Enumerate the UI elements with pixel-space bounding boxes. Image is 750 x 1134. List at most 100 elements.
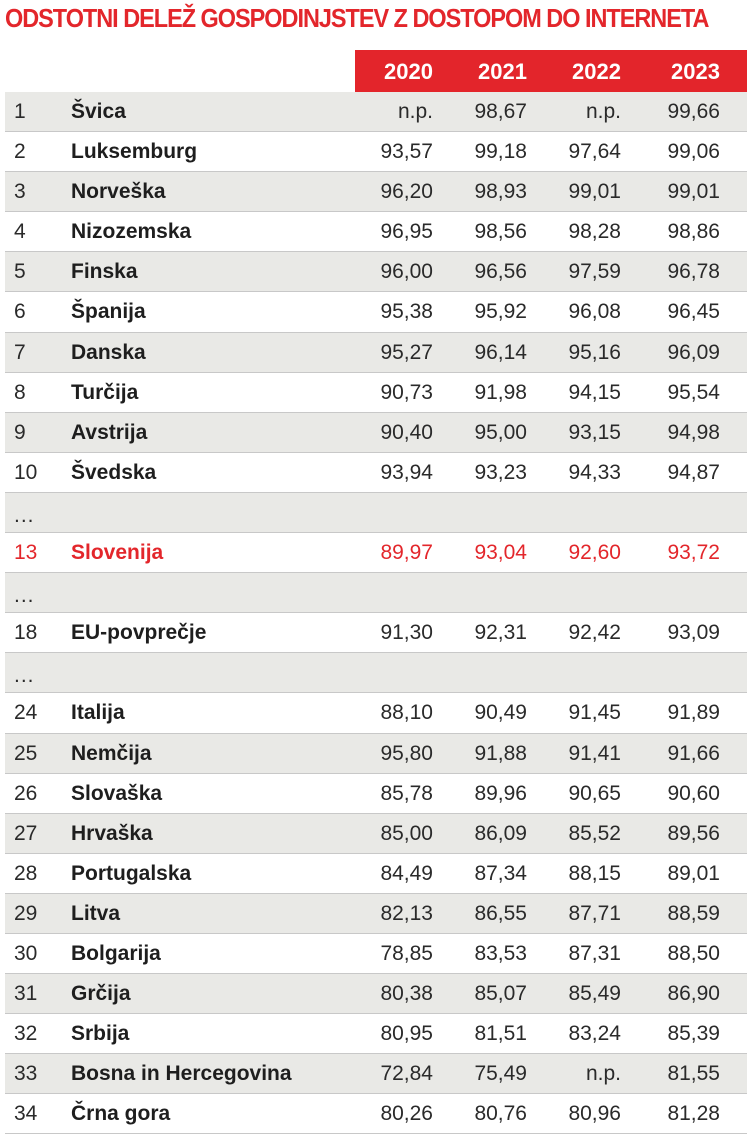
value-cell-2021: 92,31: [474, 621, 527, 645]
value-cell-2021: 83,53: [474, 941, 527, 965]
value-cell-2022: 98,28: [568, 220, 621, 244]
value-cell-2021: 89,96: [474, 781, 527, 805]
value-cell-2022: 83,24: [568, 1022, 621, 1046]
value-cell-2023: 99,66: [667, 100, 720, 123]
value-cell-2020: 84,49: [380, 861, 433, 885]
rank-cell: 24: [14, 701, 38, 725]
country-cell: Srbija: [71, 1022, 130, 1046]
value-cell-2021: 95,00: [474, 420, 527, 444]
value-cell-2021: 93,04: [474, 541, 527, 565]
value-cell-2023: 86,90: [667, 982, 720, 1006]
value-cell-2023: 89,01: [667, 861, 720, 885]
value-cell-2023: 88,50: [667, 941, 720, 965]
country-cell: Portugalska: [71, 861, 192, 885]
table-row: 10 Švedska 93,94 93,23 94,33 94,87: [5, 453, 747, 493]
value-cell-2022: 92,42: [568, 621, 621, 645]
value-cell-2023: 88,59: [667, 901, 720, 925]
value-cell-2020: 88,10: [380, 701, 433, 725]
rank-cell: 9: [14, 420, 26, 444]
value-cell-2023: 81,55: [667, 1062, 720, 1086]
table-row: 4 Nizozemska 96,95 98,56 98,28 98,86: [5, 212, 747, 253]
value-cell-2023: 99,06: [667, 140, 720, 164]
rank-cell: 18: [14, 621, 38, 645]
value-cell-2023: 91,89: [667, 701, 720, 725]
value-cell-2021: 96,14: [474, 340, 527, 364]
country-cell: EU-povprečje: [71, 621, 207, 645]
value-cell-2022: 85,52: [568, 821, 621, 845]
value-cell-2022: n.p.: [585, 1062, 621, 1086]
table-row: 32 Srbija 80,95 81,51 83,24 85,39: [5, 1014, 747, 1055]
value-cell-2022: 92,60: [568, 541, 621, 565]
value-cell-2022: 87,71: [568, 901, 621, 925]
value-cell-2021: 86,09: [474, 821, 527, 845]
country-cell: Nemčija: [71, 741, 152, 765]
value-cell-2023: 94,98: [667, 420, 720, 444]
value-cell-2023: 96,09: [667, 340, 720, 364]
table-row: 13 Slovenija 89,97 93,04 92,60 93,72: [5, 533, 747, 574]
value-cell-2021: 98,56: [474, 220, 527, 244]
country-cell: Bosna in Hercegovina: [71, 1062, 292, 1086]
rank-cell: 10: [14, 460, 38, 484]
value-cell-2022: 94,33: [568, 460, 621, 484]
rank-cell: 30: [14, 941, 38, 965]
value-cell-2020: 96,00: [380, 260, 433, 284]
table-row: 28 Portugalska 84,49 87,34 88,15 89,01: [5, 854, 747, 894]
value-cell-2020: 90,73: [380, 380, 433, 404]
value-cell-2021: 98,93: [474, 180, 527, 204]
value-cell-2022: 80,96: [568, 1102, 621, 1126]
table-row: 25 Nemčija 95,80 91,88 91,41 91,66: [5, 733, 747, 774]
table-row: 3 Norveška 96,20 98,93 99,01 99,01: [5, 172, 747, 213]
value-cell-2022: 87,31: [568, 941, 621, 965]
rank-cell: 1: [14, 100, 26, 123]
rank-cell: 33: [14, 1062, 38, 1086]
value-cell-2022: 97,64: [568, 140, 621, 164]
rank-cell: 6: [14, 300, 26, 324]
table-header: 2020 2021 2022 2023: [5, 50, 747, 92]
value-cell-2023: 81,28: [667, 1102, 720, 1126]
country-cell: Litva: [71, 901, 121, 925]
country-cell: Danska: [71, 340, 146, 364]
table-row-gap: ...: [5, 492, 747, 534]
value-cell-2020: 80,26: [380, 1102, 433, 1126]
value-cell-2021: 91,98: [474, 380, 527, 404]
value-cell-2022: 88,15: [568, 861, 621, 885]
value-cell-2023: 93,09: [667, 621, 720, 645]
value-cell-2021: 93,23: [474, 460, 527, 484]
value-cell-2020: n.p.: [397, 100, 433, 123]
value-cell-2022: n.p.: [585, 100, 621, 123]
country-cell: Nizozemska: [71, 220, 192, 244]
rank-cell: 29: [14, 901, 38, 925]
value-cell-2020: 82,13: [380, 901, 433, 925]
value-cell-2021: 91,88: [474, 741, 527, 765]
value-cell-2021: 85,07: [474, 982, 527, 1006]
rank-cell: 31: [14, 982, 38, 1006]
column-header-2020: 2020: [384, 59, 433, 84]
value-cell-2023: 96,78: [667, 260, 720, 284]
value-cell-2020: 95,80: [380, 741, 433, 765]
country-cell: Avstrija: [71, 420, 148, 444]
value-cell-2021: 81,51: [474, 1022, 527, 1046]
rank-cell: 2: [14, 140, 26, 164]
rank-cell: 25: [14, 741, 38, 765]
value-cell-2022: 91,45: [568, 701, 621, 725]
value-cell-2020: 90,40: [380, 420, 433, 444]
rank-cell: ...: [14, 503, 35, 527]
table-row-gap: ...: [5, 573, 747, 614]
rank-cell: 5: [14, 260, 26, 284]
table-row: 26 Slovaška 85,78 89,96 90,65 90,60: [5, 774, 747, 814]
table-row: 5 Finska 96,00 96,56 97,59 96,78: [5, 252, 747, 293]
header-band: [355, 50, 747, 92]
value-cell-2022: 94,15: [568, 380, 621, 404]
table-row: 7 Danska 95,27 96,14 95,16 96,09: [5, 332, 747, 373]
value-cell-2022: 85,49: [568, 982, 621, 1006]
country-cell: Norveška: [71, 180, 166, 204]
value-cell-2023: 96,45: [667, 300, 720, 324]
value-cell-2022: 91,41: [568, 741, 621, 765]
table-row: 31 Grčija 80,38 85,07 85,49 86,90: [5, 974, 747, 1015]
table-row: 1 Švica n.p. 98,67 n.p. 99,66: [5, 92, 747, 133]
country-cell: Hrvaška: [71, 821, 153, 845]
value-cell-2020: 80,95: [380, 1022, 433, 1046]
rank-cell: 26: [14, 781, 38, 805]
value-cell-2021: 80,76: [474, 1102, 527, 1126]
table-row: 30 Bolgarija 78,85 83,53 87,31 88,50: [5, 934, 747, 975]
